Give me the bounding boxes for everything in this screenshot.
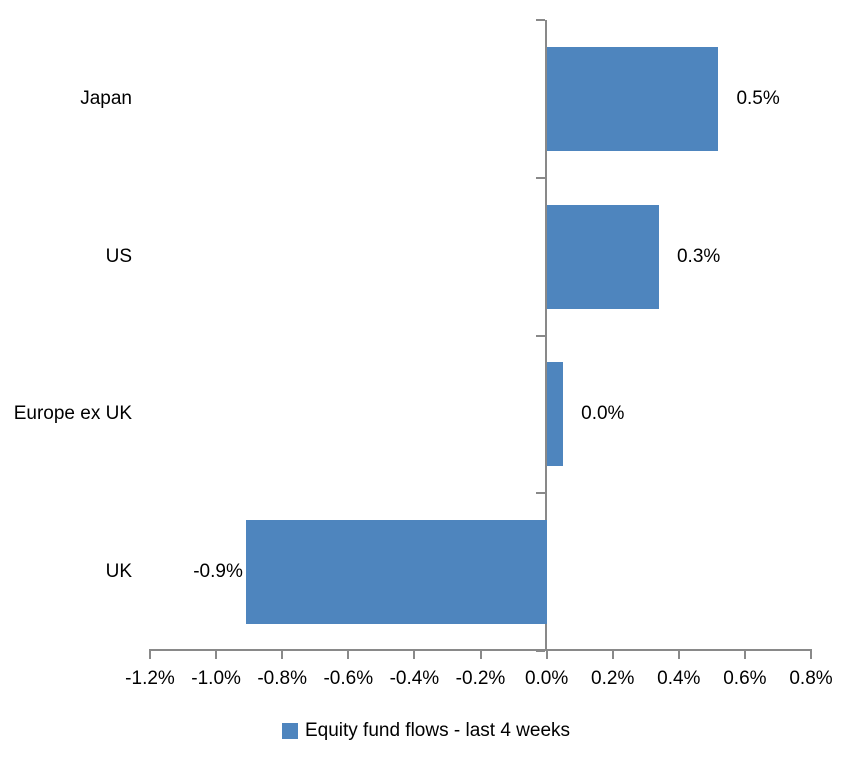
x-axis-tick: [611, 651, 614, 659]
y-axis-tick: [536, 19, 546, 21]
legend-swatch-icon: [281, 723, 298, 739]
value-label: 0.0%: [581, 403, 625, 425]
x-axis-tick-label: -1.2%: [125, 668, 175, 689]
x-axis-tick: [149, 651, 151, 659]
x-axis-tick-label: 0.8%: [789, 668, 833, 689]
value-label: 0.3%: [676, 245, 721, 267]
x-axis-tick: [413, 651, 416, 659]
value-label: -0.9%: [193, 561, 243, 583]
legend-label: Equity fund flows - last 4 weeks: [304, 720, 571, 741]
y-axis-tick: [536, 176, 546, 179]
y-axis-tick: [536, 492, 546, 495]
bar-europe-ex-uk: [546, 362, 564, 467]
x-axis-tick: [810, 651, 812, 659]
x-axis-line: [149, 649, 812, 651]
x-axis-tick-label: 0.0%: [524, 668, 569, 689]
category-label: Europe ex UK: [13, 403, 132, 425]
x-axis-tick-label: -1.0%: [191, 668, 241, 689]
y-axis-line: [545, 20, 548, 651]
x-axis-tick-label: 0.4%: [657, 668, 701, 689]
category-label: US: [105, 245, 132, 267]
legend: Equity fund flows - last 4 weeks: [0, 718, 852, 744]
x-axis-tick: [347, 651, 350, 659]
x-axis-tick: [281, 651, 284, 659]
x-axis-tick-label: 0.2%: [591, 668, 635, 689]
y-axis-tick: [536, 650, 546, 652]
x-axis-tick: [215, 651, 218, 659]
y-axis-tick: [536, 334, 546, 337]
x-axis-tick-label: -0.6%: [323, 668, 374, 689]
value-label: 0.5%: [736, 87, 780, 109]
x-axis-tick: [479, 651, 482, 659]
bar-us: [546, 204, 659, 309]
bar-uk: [245, 520, 547, 625]
x-axis-tick-label: -0.2%: [455, 668, 506, 689]
x-axis-tick-label: 0.6%: [723, 668, 767, 689]
x-axis-tick: [743, 651, 746, 659]
category-label: UK: [105, 561, 132, 583]
x-axis-tick: [545, 651, 548, 659]
bar-japan: [546, 46, 719, 151]
category-label: Japan: [80, 87, 132, 109]
x-axis-tick-label: -0.4%: [389, 668, 440, 689]
x-axis-tick-label: -0.8%: [257, 668, 307, 689]
x-axis-tick: [677, 651, 680, 659]
